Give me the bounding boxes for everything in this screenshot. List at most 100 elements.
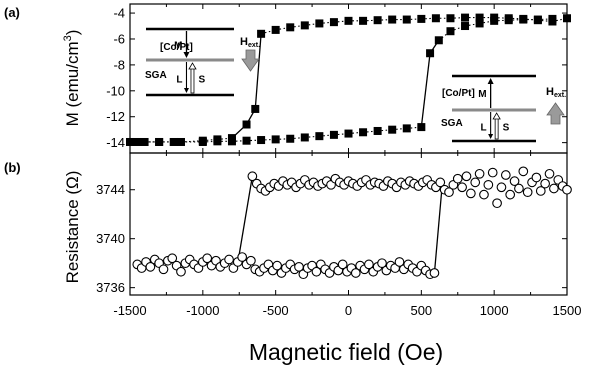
- panel-a-series-upper-segment: [254, 33, 262, 109]
- panel-b-point-high-resistance: [247, 171, 258, 182]
- panel-b-point-low-resistance: [364, 259, 374, 270]
- panel-b-ytick-label: 3744: [96, 182, 125, 197]
- panel-b-point-high-resistance: [500, 170, 511, 180]
- panel-b-point-low-resistance: [158, 264, 169, 275]
- panel-a-point-upper: [251, 104, 260, 113]
- panel-a-point-lower: [213, 137, 222, 146]
- inset-top-left-field-sub: ext.: [248, 42, 260, 49]
- panel-b-xtick-label: -500: [263, 303, 289, 318]
- panel-a-point-upper: [461, 13, 470, 22]
- panel-b-ytick-label: 3736: [96, 280, 125, 295]
- panel-a-point-lower: [155, 137, 164, 146]
- panel-b-point-high-resistance: [483, 179, 494, 190]
- panel-b-point-high-resistance: [522, 187, 533, 198]
- panel-a-point-lower: [388, 125, 397, 134]
- panel-b-tag: (b): [4, 160, 21, 175]
- panel-b-point-low-resistance: [377, 258, 387, 269]
- panel-b-xtick-label: 500: [410, 303, 432, 318]
- panel-a-point-upper: [388, 15, 397, 24]
- panel-b-point-low-resistance: [246, 255, 256, 266]
- inset-bottom-right-layer-label: [Co/Pt]: [442, 88, 475, 99]
- panel-b-ylabel: Resistance (Ω): [63, 171, 82, 284]
- panel-a-point-lower: [300, 133, 309, 142]
- panel-a-point-upper: [271, 25, 280, 34]
- panel-b-point-high-resistance: [444, 187, 454, 198]
- panel-b-point-high-resistance: [492, 198, 502, 209]
- panel-b-point-high-resistance: [535, 186, 546, 196]
- panel-a-markers: [126, 13, 571, 146]
- panel-a-ytick-label: -10: [106, 83, 125, 98]
- panel-a-point-upper: [402, 15, 411, 24]
- panel-a-point-upper: [359, 16, 368, 25]
- panel-b-point-high-resistance: [549, 183, 559, 194]
- inset-top-left-field-h: H: [240, 36, 248, 48]
- inset-bottom-right-field-arrow: [546, 102, 565, 125]
- panel-b-point-high-resistance: [470, 177, 481, 188]
- panel-b-point-low-resistance: [394, 257, 405, 267]
- panel-a-ytick-label: -6: [113, 31, 125, 46]
- panel-a-series-lower-segment: [420, 53, 431, 128]
- panel-b-switch-line-positive: [433, 182, 444, 274]
- panel-b-point-high-resistance: [466, 188, 476, 199]
- panel-b-point-low-resistance: [272, 260, 282, 271]
- panel-a-ylabel: M (emu/cm3): [62, 30, 82, 127]
- panel-b-point-high-resistance: [496, 182, 507, 193]
- panel-a-point-upper: [417, 14, 426, 23]
- panel-a-point-upper: [475, 13, 484, 22]
- panel-b-ytick-label: 3740: [96, 231, 125, 246]
- panel-a-point-upper: [373, 16, 382, 25]
- panel-a-point-lower: [461, 22, 470, 31]
- panel-b-point-low-resistance: [337, 259, 348, 270]
- panel-a-point-lower: [446, 27, 455, 36]
- panel-a-point-lower: [126, 137, 134, 146]
- panel-b-xtick-label: -1500: [113, 303, 146, 318]
- inset-top-left-s-arrow: [190, 67, 195, 94]
- panel-b-point-high-resistance: [540, 178, 551, 189]
- inset-top-left-s-arrowhead: [188, 62, 197, 70]
- panel-b-point-high-resistance: [562, 184, 572, 195]
- panel-a-point-lower: [359, 128, 368, 137]
- panel-a-point-upper: [344, 16, 353, 25]
- panel-a-point-lower: [373, 126, 382, 135]
- panel-b-point-high-resistance: [509, 176, 520, 187]
- panel-a-point-lower: [242, 136, 251, 145]
- panel-b-point-high-resistance: [479, 189, 489, 200]
- panel-a-point-lower: [140, 137, 149, 146]
- panel-a-lines: [130, 17, 568, 143]
- panel-b-point-high-resistance: [531, 172, 542, 183]
- panel-b-point-high-resistance: [435, 177, 446, 188]
- panel-b-point-high-resistance: [518, 166, 529, 177]
- panel-b-point-high-resistance: [544, 168, 555, 179]
- panel-a: (a) M (emu/cm3) -4 -6 -8 -10 -12 -14 M L S [Co/P…: [4, 3, 571, 154]
- inset-top-left-layer-label: [Co/Pt]: [160, 42, 193, 53]
- inset-bottom-right-field-sub: ext.: [554, 92, 566, 99]
- panel-a-point-lower: [257, 136, 266, 145]
- panel-a-point-lower: [169, 137, 178, 146]
- panel-a-point-lower: [533, 15, 542, 24]
- panel-a-tag: (a): [4, 5, 20, 20]
- panel-b-switch-line-negative: [237, 176, 254, 260]
- panel-a-point-lower: [434, 36, 443, 45]
- panel-a-point-upper: [242, 120, 251, 129]
- panel-b-point-low-resistance: [145, 261, 156, 272]
- inset-bottom-right-s-label: S: [503, 123, 510, 134]
- panel-a-ytick-label: -8: [113, 57, 125, 72]
- panel-a-insets: M L S [Co/Pt] SGA Hext. M L S [Co/Pt] SGA Hext.: [145, 27, 566, 143]
- panel-a-point-upper: [300, 21, 309, 30]
- inset-bottom-right-field-label: Hext.: [546, 86, 566, 99]
- panel-b-point-high-resistance: [487, 167, 498, 178]
- inset-top-left-s-label: S: [198, 75, 205, 86]
- panel-b-point-high-resistance: [514, 183, 524, 194]
- inset-top-left-field-arrow: [241, 49, 260, 72]
- panel-b-point-high-resistance: [457, 182, 467, 193]
- panel-a-point-lower: [504, 16, 513, 25]
- panel-a-point-lower: [344, 129, 353, 138]
- inset-top-left-field-label: Hext.: [240, 36, 260, 49]
- panel-a-point-upper: [176, 137, 185, 146]
- inset-bottom-right-sga-label: SGA: [441, 118, 463, 129]
- inset-top-left-l-arrowhead: [183, 88, 189, 93]
- panel-b-point-high-resistance: [461, 171, 472, 182]
- panel-b-xtick-label: 1000: [480, 303, 509, 318]
- panel-b-point-high-resistance: [474, 168, 485, 179]
